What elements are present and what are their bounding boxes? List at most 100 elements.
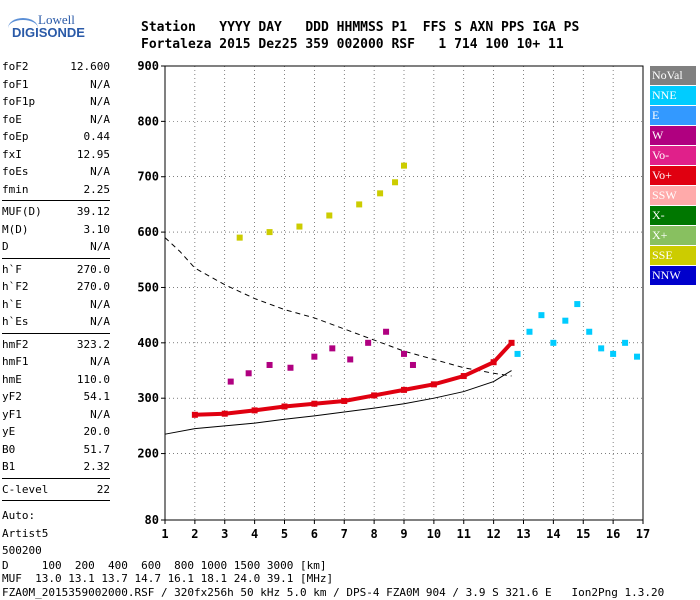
y-tick-label: 800	[137, 114, 159, 128]
param-value: 51.7	[83, 442, 111, 456]
echo-point	[329, 345, 336, 352]
legend-item: NNW	[650, 266, 696, 285]
echo-point	[245, 370, 252, 377]
param-value: N/A	[90, 240, 110, 253]
echo-point	[610, 350, 617, 357]
echo-point	[622, 339, 629, 346]
legend-item: W	[650, 126, 696, 145]
param-name: foE	[2, 112, 22, 126]
param-separator	[2, 500, 110, 501]
param-name: yF2	[2, 390, 22, 403]
x-tick-label: 3	[221, 527, 228, 541]
legend-item: E	[650, 106, 696, 125]
y-tick-label: 400	[137, 336, 159, 350]
param-value: N/A	[90, 77, 110, 91]
param-value: 2.32	[83, 460, 111, 473]
param-name: foF1p	[2, 95, 36, 108]
param-name: MUF(D)	[2, 205, 42, 218]
echo-point	[371, 392, 378, 399]
echo-point	[251, 407, 258, 414]
echo-point	[341, 397, 348, 404]
header-labels: Station YYYY DAY DDD HHMMSS P1 FFS S AXN…	[141, 20, 580, 35]
param-row: h`E N/A	[2, 296, 110, 314]
param-name: hmF1	[2, 355, 29, 368]
param-row: M(D) 3.10	[2, 221, 110, 239]
param-row: foEp 0.44	[2, 128, 110, 146]
x-tick-label: 9	[400, 527, 407, 541]
param-separator	[2, 257, 110, 259]
param-name: h`F2	[2, 280, 29, 293]
echo-point	[526, 328, 533, 335]
x-tick-label: 14	[546, 527, 560, 541]
param-value: 22	[96, 482, 110, 496]
x-tick-label: 10	[427, 527, 441, 541]
logo-lowell: Lowell	[38, 12, 75, 27]
x-tick-label: 15	[576, 527, 590, 541]
echo-point	[550, 339, 557, 346]
param-name: foF2	[2, 60, 29, 73]
param-name: foF1	[2, 77, 29, 91]
param-value: N/A	[90, 165, 110, 178]
param-name: M(D)	[2, 222, 29, 236]
echo-point	[538, 312, 545, 319]
param-name: h`F	[2, 262, 22, 276]
x-tick-label: 1	[161, 527, 168, 541]
param-name: C-level	[2, 482, 49, 496]
param-value: 12.95	[76, 147, 110, 161]
y-tick-label: 700	[137, 170, 159, 184]
param-name: fxI	[2, 147, 22, 161]
x-tick-label: 6	[311, 527, 318, 541]
echo-point	[266, 229, 273, 236]
echo-point	[634, 353, 641, 360]
param-row: D N/A	[2, 238, 110, 256]
param-name: D	[2, 240, 9, 253]
param-name: yF1	[2, 407, 22, 421]
param-row: yF2 54.1	[2, 388, 110, 406]
echo-point	[392, 179, 399, 186]
y-tick-label: 80	[145, 513, 159, 527]
legend-item: X+	[650, 226, 696, 245]
auto-scaling-info: Auto:	[2, 509, 36, 522]
param-row: foF1 N/A	[2, 76, 110, 94]
trace-line	[192, 340, 514, 417]
x-tick-label: 2	[191, 527, 198, 541]
echo-point	[586, 328, 593, 335]
legend-item: X-	[650, 206, 696, 225]
echo-point	[401, 386, 407, 393]
param-value: 54.1	[83, 390, 111, 403]
legend-item: SSE	[650, 246, 696, 265]
x-tick-label: 8	[371, 527, 378, 541]
x-tick-label: 12	[486, 527, 500, 541]
param-value: N/A	[90, 95, 110, 108]
param-value: 110.0	[76, 372, 110, 386]
param-separator	[2, 332, 110, 334]
model-profile-curve	[164, 237, 512, 377]
param-value: 270.0	[76, 280, 110, 293]
footer-muf-line: MUF 13.0 13.1 13.7 14.7 16.1 18.1 24.0 3…	[2, 572, 334, 585]
echo-point	[377, 190, 384, 197]
param-value: 39.12	[76, 205, 110, 218]
logo-digisonde: DIGISONDE	[12, 25, 85, 40]
echo-point	[574, 301, 581, 308]
param-row: hmF2 323.2	[2, 336, 110, 354]
param-row: h`Es N/A	[2, 313, 110, 331]
param-value: N/A	[90, 112, 110, 126]
x-tick-label: 4	[251, 527, 258, 541]
echo-point	[326, 212, 333, 219]
echo-point	[401, 350, 407, 357]
echo-point	[296, 223, 303, 230]
param-name: hmF2	[2, 337, 29, 351]
param-name: hmE	[2, 372, 22, 386]
y-tick-label: 600	[137, 225, 159, 239]
param-value: 270.0	[76, 262, 110, 276]
y-tick-label: 200	[137, 447, 159, 461]
echo-point	[191, 411, 198, 418]
param-row: yE 20.0	[2, 423, 110, 441]
echo-point	[236, 234, 243, 241]
echo-point	[401, 162, 407, 169]
auto-scaling-info: 500200	[2, 544, 42, 557]
param-name: h`E	[2, 297, 22, 311]
param-row: foF1p N/A	[2, 93, 110, 111]
echo-point	[365, 339, 372, 346]
